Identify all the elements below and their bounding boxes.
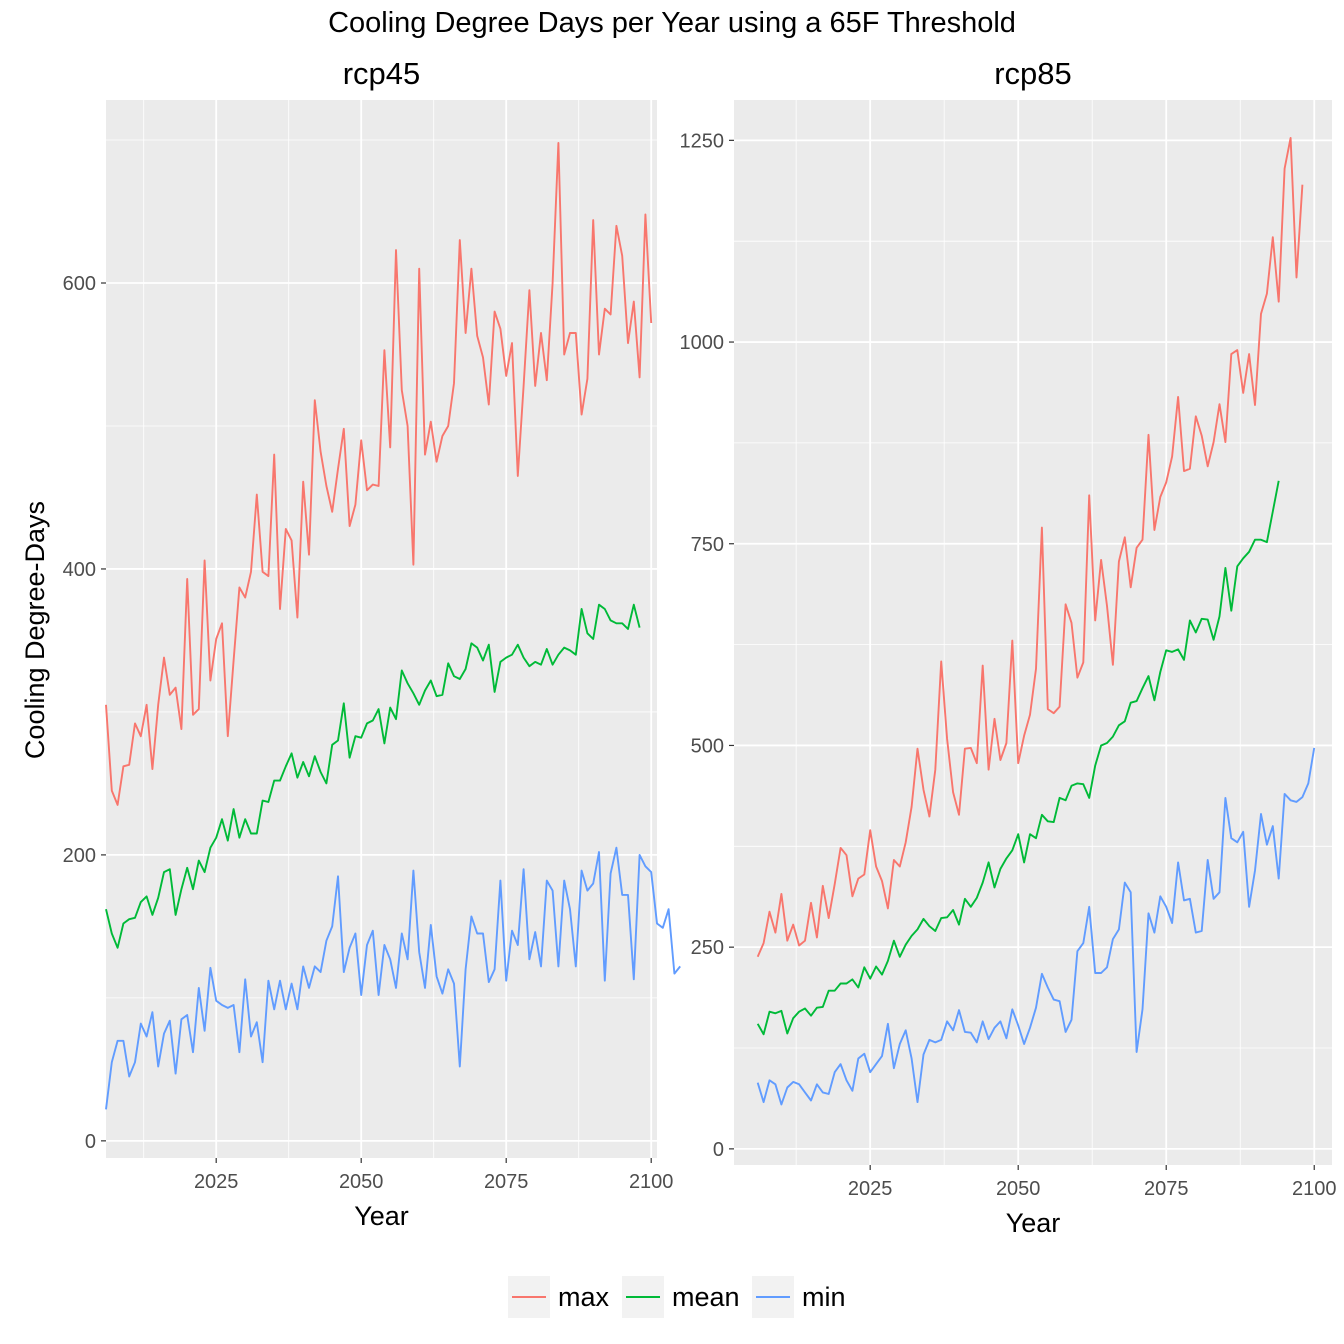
- panel-background: [106, 100, 657, 1158]
- x-tick-label: 2075: [484, 1171, 529, 1193]
- y-tick-label: 0: [85, 1131, 96, 1153]
- y-tick-label: 1000: [680, 332, 725, 354]
- x-tick-label: 2025: [194, 1171, 239, 1193]
- series-line-max: [105, 141, 653, 806]
- x-axis-label: Year: [354, 1201, 409, 1231]
- x-tick-label: 2050: [996, 1178, 1041, 1200]
- x-tick-label: 2025: [848, 1178, 893, 1200]
- series-line-min: [756, 747, 1316, 1106]
- legend-label: max: [558, 1282, 610, 1312]
- y-tick-label: 0: [713, 1139, 724, 1161]
- series-line-mean: [105, 603, 641, 949]
- panel-background: [734, 100, 1332, 1165]
- panel-rcp85: 2025 2050 2075 2100 0 250 500 750 1000 1250 rcp85 Y…: [680, 56, 1337, 1238]
- y-tick-label: 500: [691, 735, 724, 757]
- legend-item-mean: mean: [622, 1276, 740, 1318]
- legend: max mean min: [508, 1276, 846, 1318]
- y-tick-label: 750: [691, 534, 724, 556]
- legend-item-max: max: [508, 1276, 610, 1318]
- x-tick-label: 2100: [629, 1171, 674, 1193]
- series-line-min: [105, 846, 681, 1110]
- y-tick-label: 400: [63, 559, 96, 581]
- y-tick-label: 200: [63, 845, 96, 867]
- x-tick-label: 2100: [1292, 1178, 1337, 1200]
- y-tick-label: 250: [691, 937, 724, 959]
- legend-label: mean: [672, 1282, 740, 1312]
- x-tick-label: 2075: [1144, 1178, 1189, 1200]
- x-tick-label: 2050: [339, 1171, 384, 1193]
- panel-rcp45: 2025 2050 2075 2100 0 200 400 600 rcp45 Year: [63, 56, 681, 1231]
- facet-title: rcp45: [343, 56, 421, 91]
- y-tick-label: 600: [63, 273, 96, 295]
- y-tick-label: 1250: [680, 130, 725, 152]
- series-line-max: [756, 136, 1304, 958]
- y-axis-label: Cooling Degree-Days: [20, 501, 50, 759]
- chart-title: Cooling Degree Days per Year using a 65F…: [328, 7, 1016, 39]
- facet-title: rcp85: [994, 56, 1072, 91]
- legend-item-min: min: [752, 1276, 846, 1318]
- series-line-mean: [756, 480, 1280, 1036]
- x-axis-label: Year: [1006, 1208, 1061, 1238]
- legend-label: min: [802, 1282, 846, 1312]
